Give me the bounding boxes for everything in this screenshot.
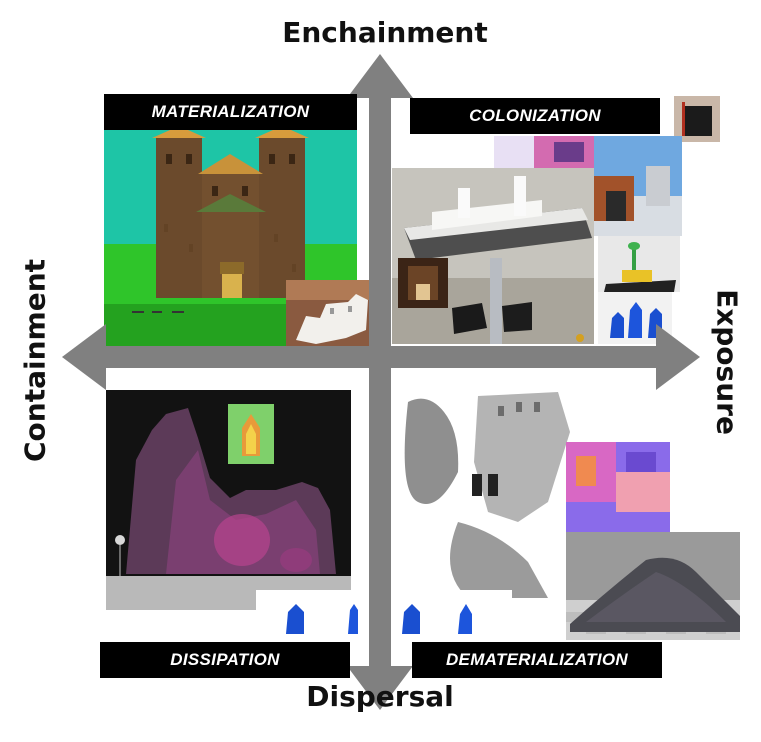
colonization-small-photo bbox=[674, 96, 720, 142]
vertical-axis-shaft bbox=[369, 96, 391, 668]
axis-label-bottom: Dispersal bbox=[306, 680, 454, 713]
printed-model-thumbnail bbox=[286, 280, 377, 352]
left-arrowhead bbox=[62, 324, 106, 390]
dissipation-eroded-model bbox=[106, 390, 351, 610]
quadrant-label-colonization: COLONIZATION bbox=[410, 98, 660, 134]
colonization-main-photo bbox=[392, 168, 594, 344]
quadrant-label-materialization: MATERIALIZATION bbox=[104, 94, 357, 130]
dissipation-blue-models bbox=[256, 590, 374, 640]
axis-label-top: Enchainment bbox=[282, 16, 488, 49]
dematerialization-blue-models bbox=[396, 590, 512, 640]
dissipation-heat-thumbnail bbox=[228, 404, 274, 464]
colonization-dark-room bbox=[398, 258, 448, 308]
quadrant-label-dissipation: DISSIPATION bbox=[100, 642, 350, 678]
quadrant-label-dematerialization: DEMATERIALIZATION bbox=[412, 642, 662, 678]
dematerialization-normal-map bbox=[566, 442, 670, 532]
down-arrowhead bbox=[347, 666, 413, 710]
right-arrowhead bbox=[656, 324, 700, 390]
dematerialization-fragment-render bbox=[398, 392, 580, 598]
colonization-street-scene bbox=[594, 136, 682, 236]
horizontal-axis-shaft bbox=[104, 346, 656, 368]
up-arrowhead bbox=[347, 54, 413, 98]
colonization-plant-model bbox=[598, 236, 680, 292]
axis-label-right: Exposure bbox=[710, 289, 744, 435]
dematerialization-particle-pile bbox=[566, 532, 740, 640]
colonization-collage-pink bbox=[494, 136, 594, 168]
axis-label-left: Containment bbox=[18, 258, 52, 462]
